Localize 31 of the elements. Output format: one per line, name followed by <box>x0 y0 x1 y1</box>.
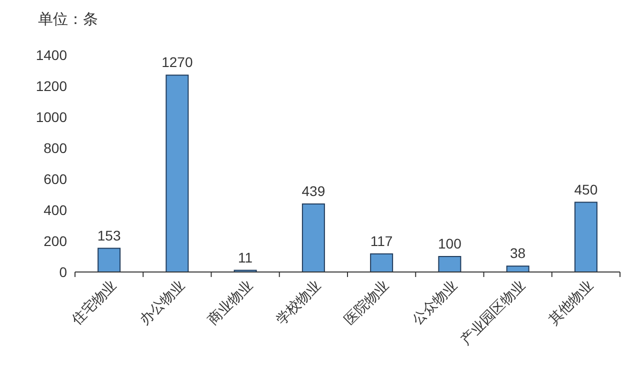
data-label: 100 <box>438 236 462 252</box>
y-tick-label: 200 <box>44 233 68 249</box>
x-tick-label: 其他物业 <box>545 276 596 328</box>
x-tick-label: 医院物业 <box>340 276 392 328</box>
data-label: 153 <box>97 227 121 244</box>
y-tick-label: 600 <box>44 171 68 187</box>
bar <box>438 256 462 272</box>
bar <box>166 74 189 272</box>
bar <box>370 253 394 272</box>
y-tick-label: 1400 <box>36 47 68 63</box>
data-label: 1270 <box>162 54 193 70</box>
data-label: 38 <box>510 245 526 262</box>
bar <box>98 248 121 272</box>
x-tick-label: 商业物业 <box>204 276 256 328</box>
y-tick-label: 0 <box>59 264 68 280</box>
y-tick-label: 1200 <box>36 78 68 94</box>
y-tick-label: 1000 <box>36 109 68 125</box>
data-label: 439 <box>302 182 326 199</box>
data-label: 450 <box>574 181 598 198</box>
x-tick-label: 住宅物业 <box>68 276 120 328</box>
x-tick-label: 产业园区物业 <box>457 276 528 348</box>
bar <box>302 203 325 272</box>
y-tick-label: 800 <box>44 140 68 156</box>
bar <box>574 202 598 272</box>
x-tick-label: 办公物业 <box>136 276 188 328</box>
data-label: 11 <box>238 249 253 266</box>
y-axis-title: 单位：条 <box>38 11 98 28</box>
y-tick-label: 400 <box>44 202 68 218</box>
data-label: 117 <box>370 232 393 249</box>
x-tick-label: 学校物业 <box>272 276 324 328</box>
x-tick-label: 公众物业 <box>408 276 460 328</box>
